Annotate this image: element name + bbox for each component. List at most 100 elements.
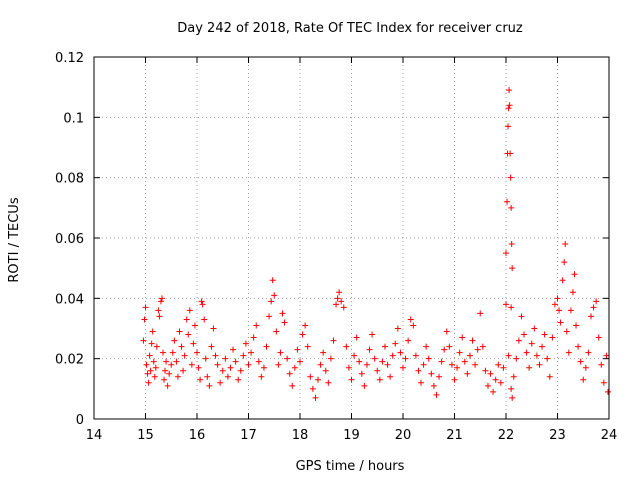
data-point bbox=[297, 358, 303, 365]
data-point bbox=[253, 322, 260, 329]
y-tick-label: 0.1 bbox=[63, 111, 84, 126]
data-point bbox=[392, 340, 399, 347]
data-point bbox=[438, 358, 445, 365]
data-point bbox=[180, 367, 187, 374]
x-tick-label: 19 bbox=[343, 428, 360, 443]
data-point bbox=[497, 379, 504, 386]
data-point bbox=[197, 376, 204, 383]
data-point bbox=[397, 349, 404, 356]
data-point bbox=[575, 343, 582, 350]
data-point bbox=[577, 358, 584, 365]
data-point bbox=[317, 361, 324, 368]
data-point bbox=[289, 382, 296, 389]
data-point bbox=[381, 343, 388, 350]
data-point bbox=[353, 334, 360, 341]
data-point bbox=[268, 298, 275, 305]
data-point bbox=[166, 370, 173, 377]
data-point bbox=[513, 355, 520, 362]
data-point bbox=[585, 349, 592, 356]
data-point bbox=[334, 295, 341, 302]
data-point bbox=[521, 331, 528, 338]
data-point bbox=[174, 373, 181, 380]
data-point bbox=[351, 352, 358, 359]
data-point bbox=[248, 349, 255, 356]
data-point bbox=[369, 331, 376, 338]
data-point bbox=[333, 301, 340, 308]
data-point bbox=[508, 241, 515, 248]
data-point bbox=[153, 343, 160, 350]
data-point bbox=[338, 298, 345, 305]
data-point bbox=[299, 331, 306, 338]
data-point bbox=[195, 364, 202, 371]
grid-lines bbox=[94, 57, 609, 419]
x-tick-label: 14 bbox=[86, 428, 103, 443]
data-point bbox=[142, 304, 149, 311]
x-tick-label: 21 bbox=[446, 428, 463, 443]
data-point bbox=[474, 346, 481, 353]
data-point bbox=[466, 352, 473, 359]
data-point bbox=[423, 343, 430, 350]
data-point bbox=[185, 331, 192, 338]
data-point bbox=[384, 361, 391, 368]
data-point bbox=[224, 373, 231, 380]
x-axis-label: GPS time / hours bbox=[296, 459, 405, 474]
data-point bbox=[171, 337, 178, 344]
data-point bbox=[181, 352, 188, 359]
data-point bbox=[237, 367, 244, 374]
y-tick-labels: 0 0.02 0.04 0.06 0.08 0.1 0.12 bbox=[55, 51, 84, 428]
data-point bbox=[327, 355, 334, 362]
data-point bbox=[255, 358, 262, 365]
data-point bbox=[526, 364, 533, 371]
data-point bbox=[603, 352, 610, 359]
data-point bbox=[487, 370, 494, 377]
data-point bbox=[160, 349, 167, 356]
data-points bbox=[140, 87, 611, 401]
data-point bbox=[561, 259, 568, 266]
data-point bbox=[361, 382, 368, 389]
data-point bbox=[587, 313, 594, 320]
data-point bbox=[204, 373, 211, 380]
data-point bbox=[163, 358, 170, 365]
data-point bbox=[356, 358, 363, 365]
data-point bbox=[604, 388, 611, 395]
data-point bbox=[250, 334, 257, 341]
data-point bbox=[536, 361, 543, 368]
data-point bbox=[482, 367, 489, 374]
data-point bbox=[541, 331, 548, 338]
data-point bbox=[510, 373, 517, 380]
data-point bbox=[199, 301, 206, 308]
data-point bbox=[143, 361, 150, 368]
data-point bbox=[230, 346, 237, 353]
data-point bbox=[569, 289, 576, 296]
data-point bbox=[479, 343, 486, 350]
data-point bbox=[436, 373, 443, 380]
data-point bbox=[400, 364, 406, 371]
data-point bbox=[201, 316, 208, 323]
data-point bbox=[418, 379, 425, 386]
data-point bbox=[279, 310, 286, 317]
data-point bbox=[151, 373, 158, 380]
y-tick-label: 0.12 bbox=[55, 51, 84, 66]
data-point bbox=[345, 364, 352, 371]
x-tick-label: 16 bbox=[189, 428, 206, 443]
data-point bbox=[425, 355, 432, 362]
data-point bbox=[343, 343, 350, 350]
data-point bbox=[206, 382, 213, 389]
data-point bbox=[157, 298, 164, 305]
data-point bbox=[528, 340, 535, 347]
data-point bbox=[242, 340, 249, 347]
data-point bbox=[371, 355, 378, 362]
data-point bbox=[412, 352, 419, 359]
data-point bbox=[284, 355, 291, 362]
data-point bbox=[275, 361, 282, 368]
data-point bbox=[156, 313, 163, 320]
data-point bbox=[312, 394, 319, 401]
data-point bbox=[330, 337, 337, 344]
data-point bbox=[504, 198, 511, 205]
data-point bbox=[507, 150, 514, 157]
data-point bbox=[148, 340, 155, 347]
data-point bbox=[140, 337, 147, 344]
y-tick-label: 0.06 bbox=[55, 232, 84, 247]
data-point bbox=[515, 337, 522, 344]
data-point bbox=[402, 355, 409, 362]
